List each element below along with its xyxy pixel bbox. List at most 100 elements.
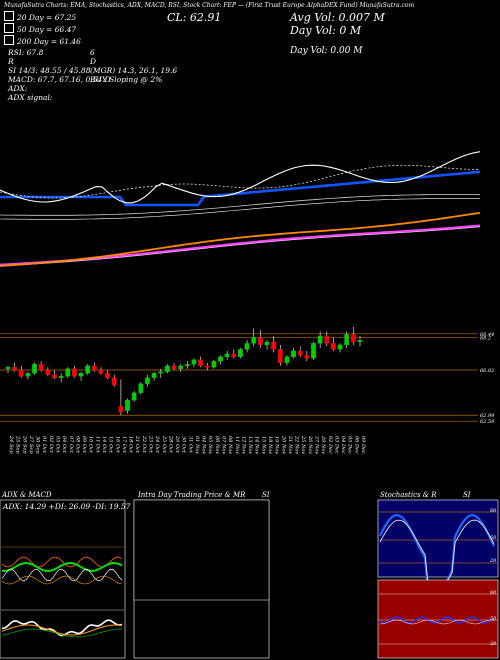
candle-body [145, 377, 150, 384]
indicator-summary: RSI: 67.8 R SI 14/3: 48.55 / 45.88 MACD:… [8, 48, 111, 102]
candle-body [52, 374, 57, 378]
candle-body [277, 349, 283, 363]
price-tick-label: 62.99 [480, 413, 495, 419]
summary-right-1: D [90, 57, 97, 66]
candle-body [284, 356, 290, 363]
stochastic-panel-frame [377, 499, 499, 578]
candle-body [18, 370, 24, 377]
date-tick-label: 21 Oct [134, 435, 140, 454]
candle-body [78, 373, 84, 377]
date-tick-label: 11 Nov [234, 436, 240, 454]
date-tick-label: 05 Dec [347, 436, 353, 454]
candle-body [337, 344, 343, 350]
date-tick-label: 02 Dec [327, 436, 333, 454]
date-tick-label: 16 Oct [114, 436, 120, 454]
adx-panel [0, 499, 126, 659]
candle-body [25, 373, 31, 377]
candle-body [191, 359, 197, 365]
legend-item-200day: 200 Day = 61.46 [4, 35, 81, 46]
date-tick-label: 30 Sep [35, 436, 41, 454]
price-tick-label: 66.02 [480, 368, 494, 374]
rsi-tick-20: 20 [490, 641, 497, 647]
candle-body [304, 355, 310, 359]
summary-right-0: 6 [90, 48, 95, 57]
date-tick-label: 14 Nov [254, 436, 260, 454]
date-tick-label: 20 Nov [280, 435, 286, 454]
date-tick-label: 22 Oct [141, 435, 147, 454]
candle-body [158, 371, 164, 374]
r-line: R [8, 57, 14, 66]
adx-signal-line: ADX signal: [8, 93, 53, 102]
rsi-signal-line [379, 619, 495, 625]
candle-body [178, 365, 184, 369]
date-tick-label: 08 Oct [74, 436, 80, 454]
candle-body [344, 334, 350, 346]
date-tick-label: 09 Dec [360, 436, 366, 454]
day-volume-label: Day Vol: 0 M [290, 24, 362, 37]
date-axis: 24 Sep 25 Sep 26 Sep 27 Sep 30 Sep 01 Oct 02 O… [8, 435, 366, 454]
date-tick-label: 17 Oct [121, 436, 127, 454]
stochastic-panel-title: Stochastics & R [380, 491, 437, 499]
price-tick-label: 62.59 [480, 419, 495, 425]
candle-body [297, 350, 303, 356]
ema20-dotted-line [0, 164, 480, 199]
date-tick-label: 29 Oct [174, 435, 180, 454]
legend-swatch-icon [4, 35, 14, 45]
date-tick-label: 08 Nov [227, 436, 233, 454]
rsi-line: RSI: 67.8 [8, 48, 44, 57]
rsi-panel-frame [377, 579, 499, 659]
date-tick-label: 01 Nov [194, 436, 200, 454]
date-tick-label: 09 Oct [81, 436, 87, 454]
stoch-tick-20: 20 [490, 558, 497, 564]
candle-body [264, 341, 270, 346]
ema-overlays [0, 151, 481, 267]
intraday-panel-box [133, 499, 270, 601]
candle-body [198, 359, 203, 366]
stoch-tick-80: 80 [490, 508, 497, 514]
intraday-panel-title: Intra Day Trading Price & MR [138, 491, 246, 499]
intraday-si-title: SI [262, 491, 270, 499]
rsi-panel [377, 579, 499, 659]
ema50-blue-line [0, 170, 481, 207]
macd-line [1, 619, 123, 637]
candle-body [12, 367, 17, 371]
date-tick-label: 07 Oct [68, 436, 74, 454]
candle-body [351, 334, 356, 343]
candle-body [271, 341, 277, 350]
buy-signal-line: BUY Sloping @ 2% [90, 75, 163, 84]
candle-body [238, 349, 243, 357]
candles [5, 326, 363, 416]
date-tick-label: 11 Oct [94, 436, 100, 454]
date-tick-label: 25 Nov [300, 435, 306, 454]
macd-line: MACD: 67.7, 67.16, 0.54 D [8, 75, 111, 84]
candle-body [311, 343, 316, 359]
date-tick-label: 25 Sep [15, 435, 21, 454]
candle-body [317, 335, 323, 344]
candle-body [98, 370, 104, 374]
date-tick-label: 13 Nov [247, 436, 253, 454]
ema-magenta-edge [0, 226, 481, 267]
candle-body [38, 364, 44, 371]
date-tick-label: 01 Oct [41, 436, 47, 454]
date-tick-label: 18 Oct [128, 436, 134, 454]
avg-volume-label: Avg Vol: 0.007 M [290, 11, 385, 24]
date-tick-label: 04 Nov [201, 436, 207, 454]
date-tick-label: 27 Sep [28, 435, 34, 454]
legend-swatch-icon [4, 11, 14, 21]
stochastic-panel [377, 499, 499, 595]
date-tick-label: 24 Sep [8, 435, 14, 454]
candle-body [131, 392, 137, 401]
rsi-tick-80: 80 [490, 590, 497, 596]
candle-body [65, 368, 71, 377]
ema-magenta-line [0, 224, 481, 267]
candle-body [171, 365, 177, 369]
candle-body [251, 337, 257, 344]
candle-body [32, 364, 37, 374]
adx-values-title: ADX: 14.29 +DI: 26.09 -DI: 19.57 [3, 502, 131, 511]
date-tick-label: 21 Nov [287, 435, 293, 454]
adx-aux-line [1, 575, 123, 585]
date-tick-label: 26 Sep [21, 435, 27, 454]
candle-body [85, 365, 91, 374]
date-tick-label: 02 Oct [48, 436, 54, 454]
